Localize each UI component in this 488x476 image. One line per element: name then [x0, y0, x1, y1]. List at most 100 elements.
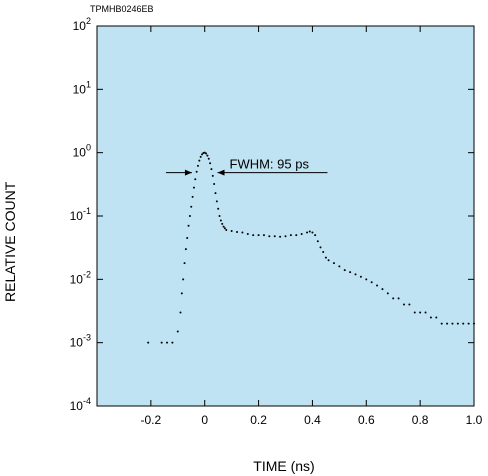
data-point [324, 256, 327, 259]
data-point [205, 152, 208, 155]
data-point [246, 232, 249, 235]
data-point [252, 234, 255, 237]
plot-area [96, 25, 475, 407]
data-point [311, 231, 314, 234]
data-point [206, 154, 209, 157]
data-point [211, 174, 214, 177]
data-point [186, 236, 189, 239]
data-point [349, 271, 352, 274]
y-tick-label: 10-2 [70, 269, 91, 286]
data-point [322, 251, 325, 254]
data-point [376, 284, 379, 287]
data-point [241, 231, 244, 234]
fwhm-annotation: FWHM: 95 ps [230, 157, 310, 172]
data-point [182, 278, 185, 281]
document-code: TPMHB0246EB [90, 4, 154, 14]
data-point [289, 234, 292, 237]
data-point [314, 234, 317, 237]
data-point [195, 170, 198, 173]
data-point [198, 159, 201, 162]
data-point [332, 262, 335, 265]
data-point [166, 341, 169, 344]
data-point [359, 275, 362, 278]
data-point [210, 168, 213, 171]
data-point [219, 219, 222, 222]
data-point [218, 215, 221, 217]
data-point [192, 186, 195, 189]
data-point [268, 235, 271, 238]
fwhm-right-arrowhead [217, 169, 225, 176]
data-point [397, 297, 400, 300]
y-tick-label: 10-4 [70, 396, 91, 413]
data-point [147, 341, 150, 344]
data-point [473, 322, 475, 325]
data-point [435, 316, 438, 319]
data-point [319, 246, 322, 249]
data-point [262, 234, 265, 237]
data-point [338, 265, 341, 268]
data-point [440, 322, 443, 325]
data-point [191, 195, 194, 198]
data-point [327, 259, 330, 262]
data-point [213, 183, 216, 186]
data-point [419, 311, 422, 314]
data-point [424, 311, 427, 314]
data-point [196, 164, 199, 167]
data-point [429, 316, 432, 319]
data-point [306, 231, 309, 234]
data-point [209, 162, 212, 165]
data-point [446, 322, 449, 325]
data-point [199, 155, 202, 158]
y-tick-label: 101 [73, 79, 91, 96]
y-axis-label: RELATIVE COUNT [2, 181, 18, 302]
data-point [187, 224, 190, 227]
data-point [179, 311, 182, 314]
data-point [365, 278, 368, 281]
x-tick-label: -0.2 [141, 413, 162, 427]
data-point [188, 215, 191, 217]
data-point [370, 281, 373, 284]
data-point [279, 235, 282, 238]
data-point [402, 303, 405, 306]
data-point [467, 322, 470, 325]
data-point [456, 322, 459, 325]
y-tick-label: 100 [73, 143, 91, 160]
data-point [171, 341, 174, 344]
x-tick-label: 0.8 [412, 413, 429, 427]
data-point [354, 273, 357, 276]
x-axis-label: TIME (ns) [253, 458, 315, 474]
data-point [214, 192, 217, 195]
data-point [230, 229, 233, 232]
x-tick-label: 1.0 [466, 413, 483, 427]
data-point [236, 230, 239, 233]
data-point [183, 262, 186, 265]
data-point [160, 341, 163, 344]
data-point [392, 297, 395, 300]
data-point [413, 311, 416, 314]
data-point [180, 292, 183, 295]
data-point [222, 225, 225, 228]
data-point [215, 200, 218, 203]
data-point [201, 153, 204, 156]
data-point [308, 230, 311, 233]
x-tick-label: 0.6 [358, 413, 375, 427]
data-point [176, 330, 179, 333]
data-point [194, 178, 197, 181]
data-point [408, 303, 411, 306]
data-point [257, 234, 260, 237]
data-point [343, 269, 346, 272]
y-tick-label: 10-3 [70, 333, 91, 350]
data-point [300, 232, 303, 235]
data-point [451, 322, 454, 325]
data-point [462, 322, 465, 325]
data-point [225, 229, 228, 232]
data-point [190, 205, 193, 208]
data-point [207, 157, 210, 160]
data-point [284, 235, 287, 238]
x-tick-label: 0.4 [304, 413, 321, 427]
y-tick-label: 102 [73, 16, 91, 33]
y-tick-label: 10-1 [70, 206, 91, 223]
data-point [386, 292, 389, 295]
data-point [223, 227, 226, 230]
